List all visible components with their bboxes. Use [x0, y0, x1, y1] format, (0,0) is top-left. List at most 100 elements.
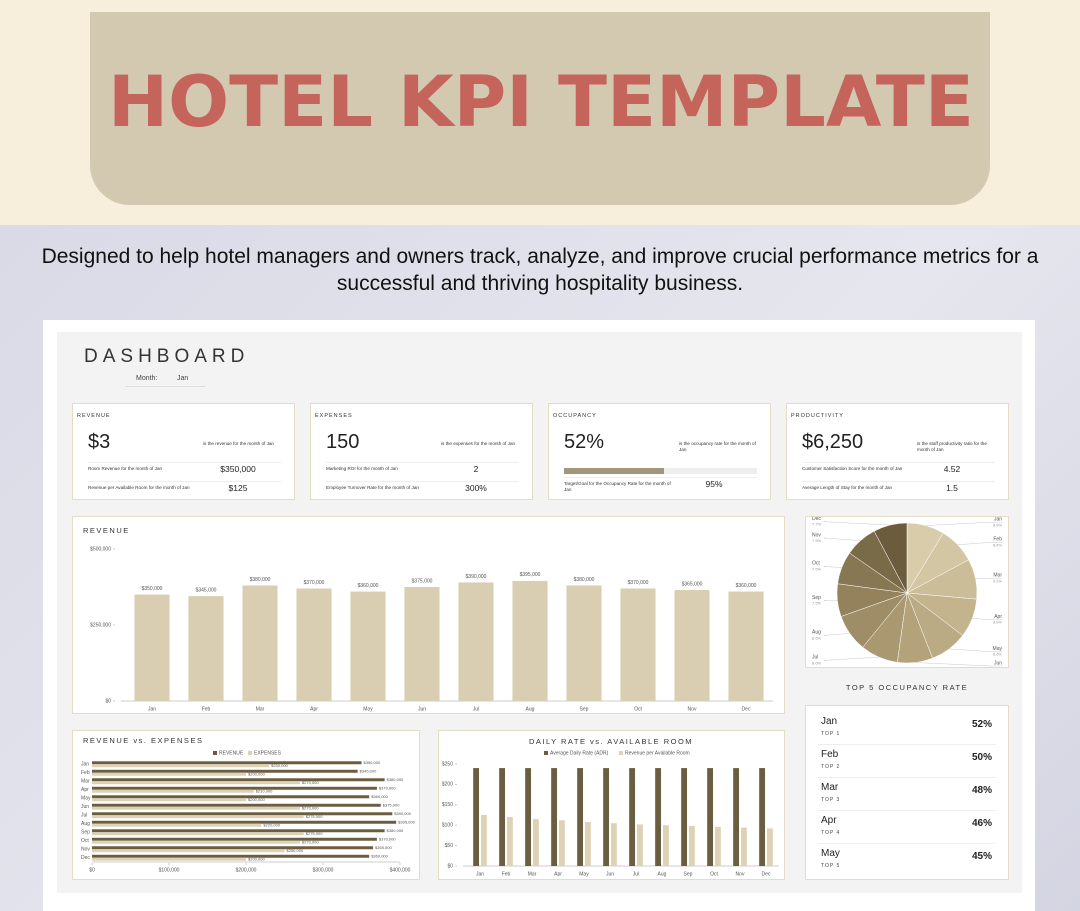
pie-value-label: 7.5%: [812, 566, 822, 571]
x-tick-label: Nov: [688, 706, 697, 712]
pie-value-label: 8.4%: [993, 542, 1003, 547]
pie-value-label: 7.5%: [812, 601, 822, 606]
y-tick-label: $500,000: [90, 546, 111, 552]
bar: [512, 580, 548, 701]
top5-rate: 46%: [971, 818, 992, 829]
chart-title: REVENUE: [83, 526, 130, 535]
chart-title: DAILY RATE vs. AVAILABLE ROOM: [529, 737, 693, 746]
y-tick-label: Jan: [81, 762, 89, 768]
kpi-caption: is the expenses for the month of Jan: [441, 441, 516, 446]
bar: [92, 764, 270, 768]
kpi-caption: is the occupancy rate for the month of J…: [679, 441, 756, 452]
bar: [577, 768, 584, 866]
main-title: HOTEL KPI TEMPLATE: [108, 61, 974, 143]
bar: [766, 828, 773, 866]
x-tick-label: Apr: [310, 706, 318, 712]
legend-label: EXPENSES: [254, 750, 282, 756]
bar: [92, 803, 381, 807]
x-tick-label: Feb: [502, 871, 511, 877]
pie-value-label: 8.6%: [993, 522, 1003, 527]
pie-value-label: 9.2%: [993, 578, 1003, 583]
revenue-card: REVENUE $0 $250,000 $500,000 Jan $350,000 Feb $…: [72, 516, 785, 714]
y-tick-label: $250,000: [90, 622, 111, 628]
bar: [188, 596, 224, 701]
leader-line: [823, 566, 842, 568]
row-divider: [802, 462, 995, 463]
pie-label: Feb: [993, 537, 1002, 543]
pie-label: Jun: [994, 660, 1002, 666]
value-label: $380,000: [574, 577, 595, 583]
kpi-card: REVENUE $3 is the revenue for the month of…: [72, 403, 295, 500]
bar: [92, 778, 385, 782]
x-tick-label: Jan: [148, 706, 156, 712]
chart-title: REVENUE vs. EXPENSES: [83, 736, 203, 745]
bar: [92, 832, 304, 836]
kpi-card: EXPENSES 150 is the expenses for the month…: [310, 403, 533, 500]
value-label: $390,000: [466, 574, 487, 580]
value-label: $360,000: [736, 583, 757, 589]
y-tick-label: May: [81, 796, 91, 802]
value-label: $345,000: [196, 587, 217, 593]
progress-bar: [564, 468, 664, 474]
month-underline: [125, 386, 205, 387]
x-tick-label: $400,000: [390, 867, 411, 873]
value-label: $380,000: [387, 777, 404, 782]
bar: [92, 840, 300, 844]
value-label: $375,000: [383, 802, 400, 807]
kpi-row-value: $125: [228, 483, 248, 493]
value-label: $370,000: [379, 785, 396, 790]
x-tick-label: May: [579, 871, 589, 877]
x-tick-label: Jul: [473, 706, 479, 712]
y-tick-label: $0: [105, 698, 111, 704]
y-tick-label: $150: [442, 802, 453, 808]
bar: [92, 849, 285, 853]
pie-label: Jan: [994, 517, 1002, 523]
bar: [473, 768, 480, 866]
value-label: $220,000: [263, 822, 280, 827]
kpi-title: EXPENSES: [315, 413, 353, 419]
bar: [92, 772, 246, 776]
top5-rank: TOP 4: [821, 830, 841, 836]
bar: [92, 820, 397, 824]
row-divider: [326, 481, 519, 482]
kpi-row-label: Marketing ROI for the month of Jan: [326, 466, 398, 471]
y-tick-label: Jun: [81, 804, 89, 810]
bar: [92, 837, 377, 841]
leader-line: [823, 633, 850, 636]
legend-label: Revenue per Available Room: [625, 750, 690, 756]
pie-label: Nov: [812, 532, 821, 538]
bar: [655, 768, 662, 866]
bar: [759, 768, 766, 866]
value-label: $275,000: [306, 831, 323, 836]
x-tick-label: Jun: [606, 871, 614, 877]
kpi-title: OCCUPANCY: [553, 413, 597, 419]
bar: [584, 821, 591, 866]
x-tick-label: Feb: [202, 706, 211, 712]
bar: [629, 768, 636, 866]
pie-value-label: 8.6%: [993, 652, 1003, 657]
leader-line: [957, 542, 1002, 545]
x-tick-label: Mar: [256, 706, 265, 712]
leader-line: [823, 521, 891, 526]
top5-rank: TOP 3: [821, 797, 841, 803]
x-tick-label: $100,000: [159, 867, 180, 873]
bar: [480, 815, 487, 866]
y-tick-label: Feb: [81, 770, 90, 776]
bar: [714, 826, 721, 866]
bar: [662, 825, 669, 866]
bar: [566, 585, 602, 701]
pie-value-label: 8.9%: [993, 620, 1003, 625]
kpi-row-value: 2: [473, 464, 479, 474]
rev-exp-card: REVENUE vs. EXPENSES REVENUE EXPENSES $0 $10…: [72, 730, 420, 880]
bar: [499, 768, 506, 866]
bar: [681, 768, 688, 866]
bar: [506, 817, 513, 866]
bar: [733, 768, 740, 866]
x-tick-label: Aug: [658, 871, 667, 877]
bar: [92, 854, 370, 858]
bar: [92, 823, 262, 827]
value-label: $200,000: [248, 856, 265, 861]
bar: [92, 795, 370, 799]
x-tick-label: Jan: [476, 871, 484, 877]
value-label: $370,000: [304, 580, 325, 586]
